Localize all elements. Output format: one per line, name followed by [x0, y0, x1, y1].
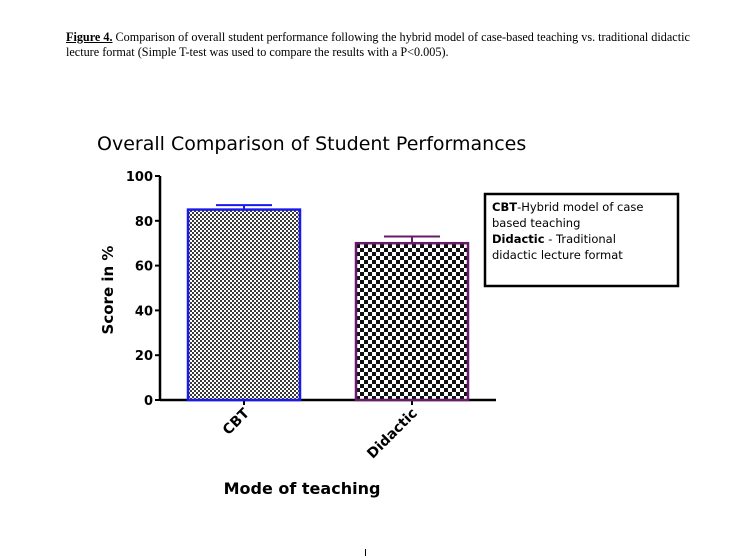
chart-title: Overall Comparison of Student Performanc…: [97, 133, 526, 155]
figure-label: Figure 4.: [66, 30, 113, 44]
legend: CBT-Hybrid model of case based teaching …: [483, 192, 680, 288]
legend-box: [483, 192, 680, 288]
y-tick-label: 80: [135, 215, 153, 230]
x-axis: CBT Didactic: [160, 398, 496, 463]
y-tick-label: 40: [135, 304, 153, 319]
legend-didactic-desc-1: - Traditional: [545, 232, 616, 246]
x-axis-label: Mode of teaching: [224, 479, 381, 498]
y-tick-label: 20: [135, 349, 153, 364]
y-axis-label: Score in %: [99, 246, 117, 335]
x-tick-label: CBT: [220, 405, 253, 438]
bars: [186, 204, 470, 402]
bar-didactic: [354, 241, 470, 402]
y-tick-label: 100: [126, 170, 153, 185]
text-cursor: [365, 549, 366, 556]
y-tick-label: 0: [144, 394, 153, 409]
svg-text:CBT-Hybrid model of case: CBT-Hybrid model of case based teaching …: [492, 200, 647, 262]
y-tick-label: 60: [135, 260, 153, 275]
x-tick-label: Didactic: [364, 406, 421, 463]
bar-cbt: [186, 208, 302, 402]
legend-cbt-term: CBT: [492, 200, 517, 214]
legend-didactic-term: Didactic: [492, 232, 545, 246]
legend-cbt-desc-1: -Hybrid model of case: [517, 200, 643, 214]
caption-text: Comparison of overall student performanc…: [66, 30, 690, 59]
y-axis: 0 20 40 60 80 100: [126, 170, 162, 409]
figure-caption: Figure 4. Comparison of overall student …: [66, 30, 706, 60]
legend-didactic-desc-2: didactic lecture format: [492, 248, 623, 262]
legend-cbt-desc-2: based teaching: [492, 216, 580, 230]
